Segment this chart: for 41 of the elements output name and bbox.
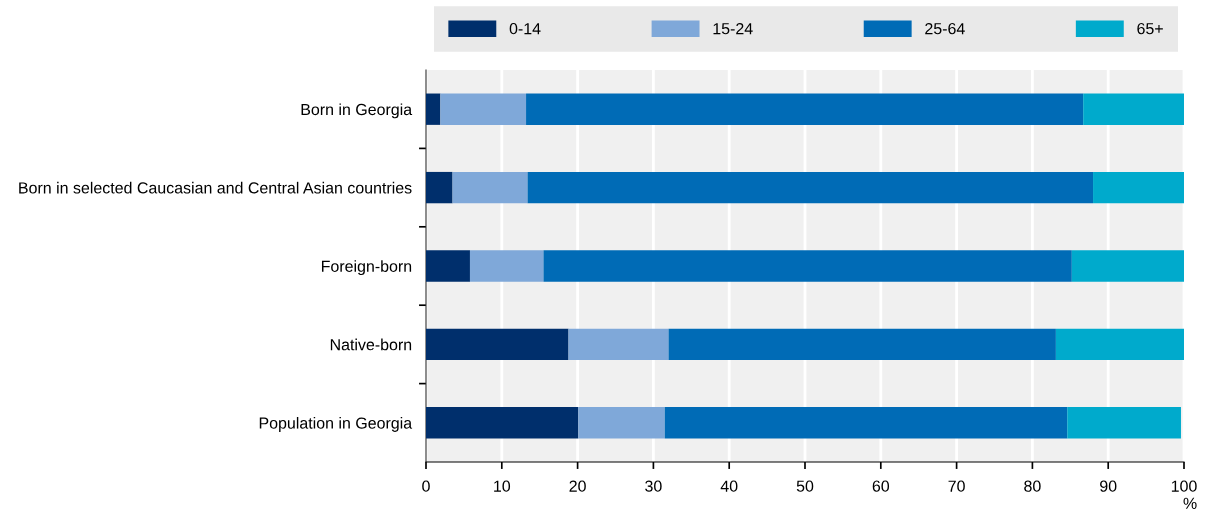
x-axis-title: % [1183, 497, 1197, 509]
bar [527, 171, 1094, 204]
bar [568, 328, 669, 361]
y-tick-label: Population in Georgia [259, 417, 413, 432]
legend-label: 0-14 [509, 22, 541, 35]
bar [1083, 93, 1184, 125]
bar [469, 250, 544, 282]
bar [1067, 407, 1181, 439]
x-tick-label: 50 [796, 480, 814, 492]
legend-label: 15-24 [713, 22, 753, 35]
x-tick-label: 10 [494, 480, 511, 492]
bar [1071, 250, 1184, 282]
x-tick-label: 20 [569, 480, 586, 492]
bar [664, 407, 1068, 439]
bar [426, 93, 441, 125]
x-tick-label: 80 [1024, 480, 1041, 492]
bar [452, 171, 528, 204]
x-tick-label: 100 [1171, 480, 1197, 492]
bar [578, 407, 665, 439]
x-tick-label: 40 [720, 480, 738, 492]
bar [426, 250, 470, 282]
legend-label: 25-64 [925, 22, 965, 35]
x-tick-label: 0 [422, 480, 430, 492]
x-tick-label: 60 [872, 480, 890, 492]
y-tick-label: Foreign-born [321, 260, 412, 276]
bar [543, 250, 1072, 282]
x-tick-label: 90 [1100, 480, 1117, 492]
bar [426, 328, 569, 361]
bar [1055, 328, 1184, 361]
bar [440, 93, 527, 125]
bar [426, 171, 453, 204]
bar [668, 328, 1056, 361]
bar [526, 93, 1084, 125]
y-tick-label: Born in Georgia [301, 103, 413, 119]
bar [1093, 171, 1184, 204]
x-tick-label: 70 [948, 480, 965, 492]
y-tick-label: Native-born [330, 338, 412, 351]
x-tick-label: 30 [645, 480, 662, 492]
bar [426, 407, 579, 439]
legend-label: 65+ [1137, 22, 1163, 35]
y-tick-label: Born in selected Caucasian and Central Asian countries [19, 181, 412, 194]
